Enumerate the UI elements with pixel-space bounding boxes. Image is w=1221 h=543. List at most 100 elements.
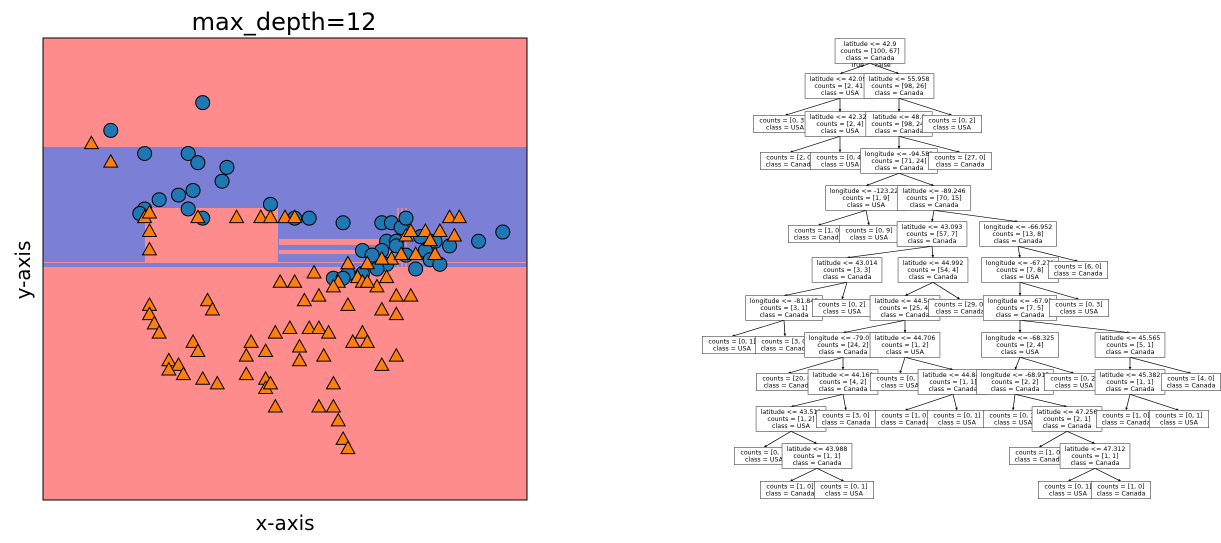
data-point-triangle xyxy=(161,361,177,376)
tree-node-text: longitude <= -67.93 xyxy=(988,298,1053,305)
tree-node-text: latitude <= 43.014 xyxy=(817,260,878,267)
tree-edge xyxy=(1019,356,1075,374)
tree-node-text: class = Canada xyxy=(1015,457,1064,464)
tree-node-box xyxy=(981,332,1059,358)
tree-node-text: class = USA xyxy=(938,420,977,427)
tree-node-text: class = Canada xyxy=(766,491,815,498)
tree-node-text: latitude <= 45.565 xyxy=(1100,335,1161,342)
tree-node-text: longitude <= -123.222 xyxy=(830,188,903,195)
tree-node-text: class = USA xyxy=(1001,349,1040,356)
tree-node-text: counts = [0, 4] xyxy=(816,154,863,161)
tree-edge-arrowhead xyxy=(844,407,847,411)
data-point-circle xyxy=(495,224,511,240)
tree-node-box xyxy=(863,73,935,99)
tree-edge-arrowhead xyxy=(1014,366,1018,370)
data-point-triangle xyxy=(311,398,327,413)
tree-node-box xyxy=(869,332,941,358)
tree-node-box xyxy=(860,148,938,174)
data-point-triangle xyxy=(185,333,201,348)
tree-node: counts = [0, 1]class = USA xyxy=(983,409,1043,428)
tree-node-text: counts = [0, 1] xyxy=(933,412,980,419)
tree-node-text: class = USA xyxy=(821,128,860,135)
data-point-circle xyxy=(180,146,196,161)
tree-node-text: latitude <= 48.0 xyxy=(873,114,926,121)
data-point-triangle xyxy=(243,333,259,348)
tree-edge-arrowhead xyxy=(1018,292,1022,296)
tree-node-text: class = Canada xyxy=(794,235,843,242)
tree-node-text: class = Canada xyxy=(846,55,895,62)
tree-node-text: counts = [2, 4] xyxy=(816,121,863,128)
tree-node-text: class = USA xyxy=(850,235,889,242)
tree-node-text: class = Canada xyxy=(1167,383,1216,390)
tree-edge xyxy=(1038,430,1068,448)
data-point-triangle xyxy=(388,347,405,362)
tree-node-text: counts = [98, 26] xyxy=(871,83,926,90)
data-point-triangle xyxy=(228,209,245,224)
tree-node-text: counts = [7, 5] xyxy=(996,305,1043,312)
data-point-circle xyxy=(151,192,167,208)
data-point-triangle xyxy=(344,333,361,348)
data-point-triangle xyxy=(296,292,313,307)
region-canada-sliver-2 xyxy=(279,250,399,254)
y-axis-label: y-axis xyxy=(11,241,35,300)
tree-node-text: counts = [2, 41] xyxy=(814,83,865,90)
tree-node-text: class = Canada xyxy=(823,274,872,281)
tree-node-text: class = Canada xyxy=(908,238,957,245)
tree-node: counts = [0, 1]class = USA xyxy=(1038,480,1098,499)
tree-edge-arrowhead xyxy=(841,366,845,370)
tree-node-text: counts = [0, 1] xyxy=(820,483,867,490)
tree-edge xyxy=(904,356,954,371)
tree-node-text: class = Canada xyxy=(764,383,813,390)
tree-edge xyxy=(904,281,934,297)
tree-node-text: counts = [0, 1] xyxy=(708,338,755,345)
tree-edge xyxy=(790,393,844,408)
tree-node-box xyxy=(979,221,1057,247)
tree-node: counts = [0, 1]class = USA xyxy=(702,335,762,354)
tree-edge xyxy=(842,394,847,411)
tree-node-box xyxy=(1031,406,1103,432)
tree-node-text: longitude <= -66.952 xyxy=(984,224,1053,231)
tree-edge xyxy=(783,281,848,297)
tree-edge-arrowhead xyxy=(1125,407,1128,411)
tree-node-box xyxy=(814,480,874,499)
tree-node-text: class = Canada xyxy=(910,202,959,209)
tree-node-text: latitude <= 43.093 xyxy=(902,224,963,231)
tree-edge xyxy=(790,430,818,445)
data-point-triangle xyxy=(257,343,274,358)
tree-node-text: counts = [24, 2] xyxy=(817,342,868,349)
tree-node: counts = [1, 0]class = Canada xyxy=(760,480,820,499)
tree-node: counts = [0, 1]class = USA xyxy=(814,480,874,499)
tree-node-text: counts = [0, 2] xyxy=(818,301,865,308)
region-usa-thin-band xyxy=(43,263,527,267)
tree-node-text: counts = [1, 2] xyxy=(767,416,814,423)
data-point-triangle xyxy=(315,347,332,362)
tree-node-text: class = Canada xyxy=(1097,491,1146,498)
tree-node-box xyxy=(897,257,969,283)
tree-edge xyxy=(932,282,961,300)
tree-node-text: counts = [2, 4] xyxy=(996,342,1043,349)
tree-node-text: counts = [1, 0] xyxy=(881,412,928,419)
tree-node-box xyxy=(982,295,1058,321)
tree-node-text: longitude <= -68.325 xyxy=(986,335,1055,342)
data-point-triangle xyxy=(417,223,434,237)
tree-edge-arrowhead xyxy=(1018,254,1021,258)
data-point-circle xyxy=(214,173,230,189)
tree-node-text: counts = [7, 8] xyxy=(996,267,1043,274)
tree-node-box xyxy=(928,152,992,171)
tree-edge xyxy=(789,467,818,482)
tree-edge xyxy=(898,135,961,153)
tree-edge xyxy=(1125,394,1131,411)
tree-node-text: class = Canada xyxy=(875,165,924,172)
tree-node-text: counts = [100, 67] xyxy=(840,48,899,55)
tree-edge xyxy=(839,62,871,75)
data-point-triangle xyxy=(209,375,226,390)
tree-node-text: class = Canada xyxy=(881,312,930,319)
tree-node: counts = [1, 0]class = Canada xyxy=(875,409,935,428)
